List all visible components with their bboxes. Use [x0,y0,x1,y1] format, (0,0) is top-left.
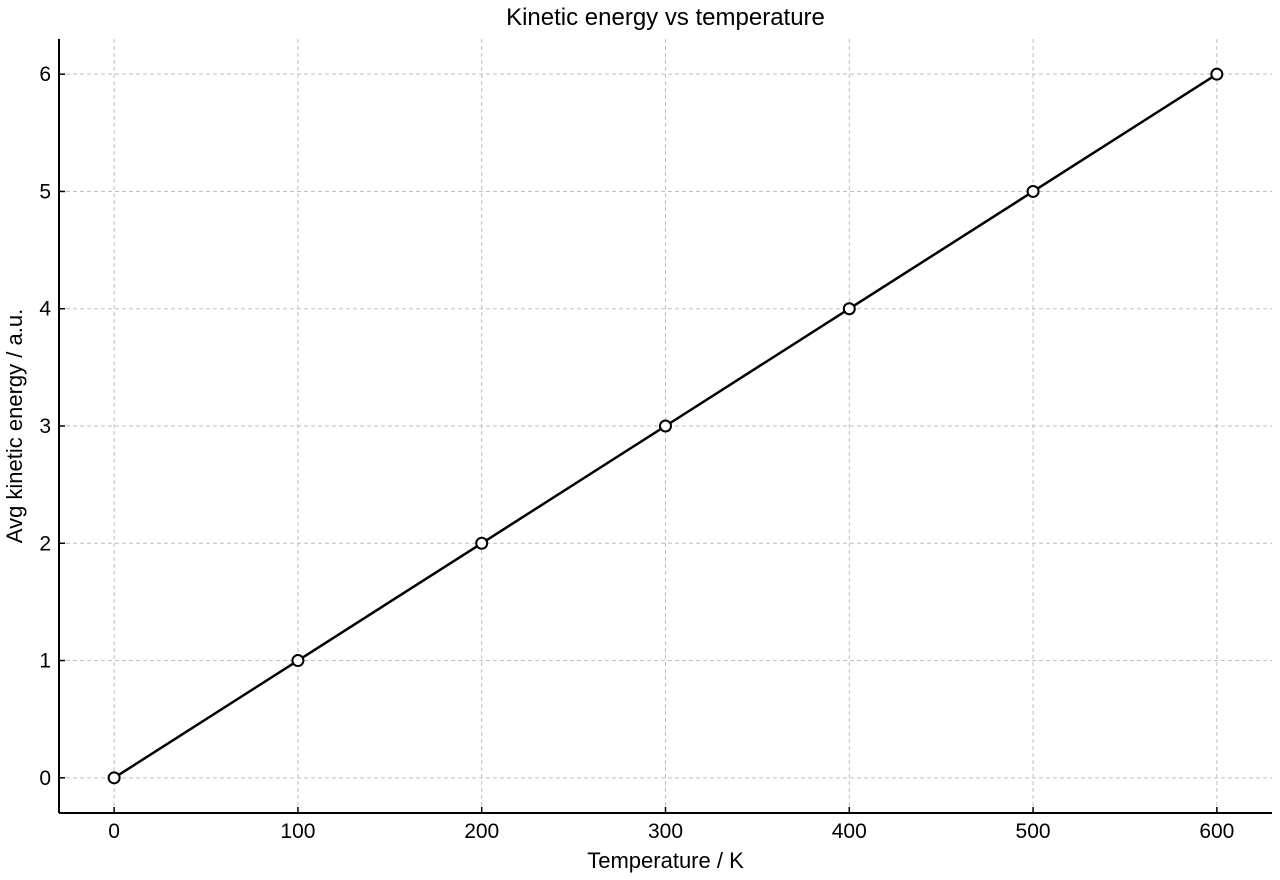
data-point [107,771,121,785]
series [107,67,1224,785]
y-tick-label: 0 [39,767,51,790]
y-tick-label: 4 [39,298,51,321]
x-tick-label: 600 [1199,820,1234,843]
y-tick-label: 2 [39,532,51,555]
data-point [842,302,856,316]
y-tick-label: 5 [39,180,51,203]
x-tick-label: 100 [280,820,315,843]
y-tick-label: 1 [39,650,51,673]
x-axis-title: Temperature / K [587,848,744,873]
data-point [291,654,305,668]
x-tick-label: 500 [1016,820,1051,843]
data-point [1210,67,1224,81]
y-axis-title: Avg kinetic energy / a.u. [2,309,27,543]
y-tick-label: 6 [39,63,51,86]
chart-title: Kinetic energy vs temperature [506,4,825,31]
y-tick-label: 3 [39,415,51,438]
data-point [475,536,489,550]
data-point [1026,184,1040,198]
x-tick-label: 200 [464,820,499,843]
data-point [659,419,672,433]
x-tick-label: 300 [648,820,683,843]
x-tick-label: 0 [108,820,120,843]
ticks: 0 100 200 300 400 500 600 0 1 2 3 4 5 6 [39,63,1234,843]
x-tick-label: 400 [832,820,867,843]
grid [59,39,1272,813]
